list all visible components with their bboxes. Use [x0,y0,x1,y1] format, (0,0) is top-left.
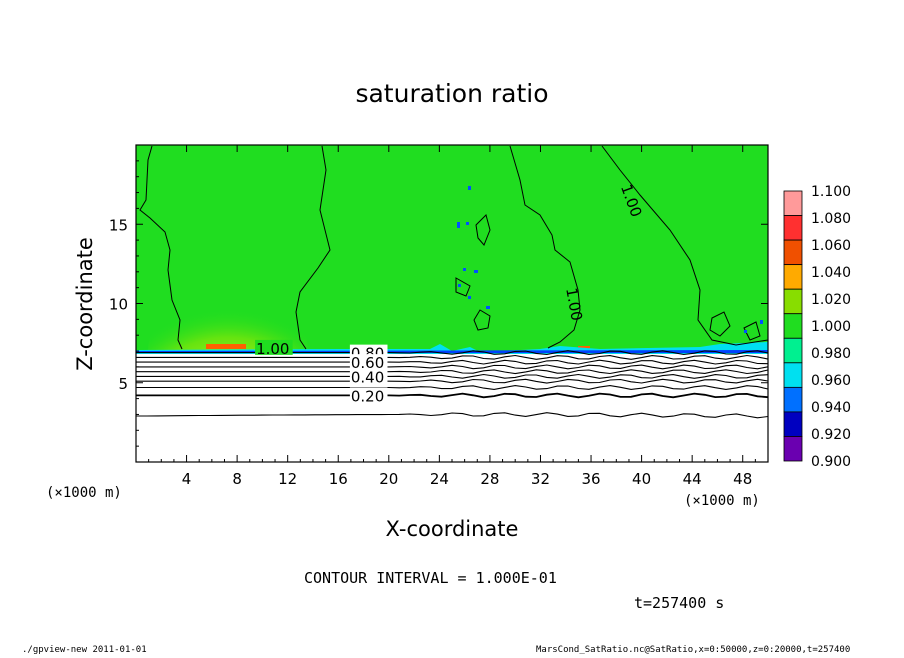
contour-island-4 [709,311,731,337]
contour-line [136,369,769,375]
colorbar-swatch [783,288,803,315]
x-tick-label: 44 [683,470,702,488]
contour-line [136,364,769,370]
y-tick-label: 5 [118,375,128,393]
colorbar-swatch [783,411,803,437]
colorbar-swatch [783,313,803,339]
colorbar-swatch [783,239,803,266]
footer-left: ./gpview-new 2011-01-01 [22,645,147,654]
x-tick-label: 28 [480,470,499,488]
footer-right: MarsCond_SatRatio.nc@SatRatio,x=0:50000,… [536,645,850,654]
x-unit-note-right: (×1000 m) [684,493,760,509]
contour-1p00-mid [295,145,331,350]
contour-1p00-far-right [601,145,769,346]
x-tick-label: 32 [531,470,550,488]
contour-island-2 [455,277,471,297]
contour-island-1 [475,214,491,246]
contour-label: 0.60 [351,354,384,372]
colorbar-label: 0.940 [811,400,851,416]
colorbar-swatch [783,386,803,413]
colorbar-label: 0.900 [811,454,851,470]
plot-area [135,144,769,463]
colorbar-label: 1.100 [811,184,851,200]
x-axis: 4 8 12 16 20 24 28 32 36 40 44 48 [148,145,756,488]
contour-label: 1.00 [562,286,586,322]
contour-line [136,378,769,384]
colorbar-swatch [783,264,803,290]
colorbar-label: 0.980 [811,346,851,362]
x-tick-label: 24 [430,470,449,488]
colorbar: 1.100 1.080 1.060 1.040 1.020 1.000 0.980 0.960… [783,184,851,470]
colorbar-label: 1.020 [811,292,851,308]
x-tick-label: 40 [632,470,651,488]
contour-line [136,385,769,390]
lower-contour-lines [136,350,769,419]
colorbar-label: 0.960 [811,373,851,389]
contour-label-bg [255,339,293,355]
colorbar-label: 0.920 [811,427,851,443]
contour-line [136,412,769,419]
colorbar-label: 1.040 [811,265,851,281]
blue-specks [457,186,763,333]
colorbar-swatch [783,362,803,388]
x-tick-label: 4 [182,470,192,488]
contour-label: 1.00 [256,340,289,358]
colorbar-swatch [783,337,803,364]
x-tick-label: 8 [232,470,242,488]
contour-line [136,373,769,379]
contour-1p00-right-upper [509,145,581,349]
contour-line [136,354,769,360]
y-tick-label: 10 [109,296,128,314]
contour-1p00-left [139,145,183,350]
x-tick-label: 48 [733,470,752,488]
y-axis-label: Z-coordinate [73,237,97,371]
colorbar-label: 1.080 [811,211,851,227]
y-tick-label: 15 [109,216,128,234]
x-tick-label: 16 [329,470,348,488]
contour-labels: 1.00 0.800.600.400.201.001.00 [255,182,645,405]
contour-label: 0.20 [351,387,384,405]
contour-line [136,392,769,399]
y-axis: 5 10 15 [109,160,768,447]
colorbar-swatch [783,190,803,216]
contour-line [136,359,769,365]
x-tick-label: 20 [379,470,398,488]
contour-island-3 [473,309,491,331]
upper-contour-lines [139,145,769,350]
time-label: t=257400 s [634,594,724,612]
x-tick-label: 36 [581,470,600,488]
contour-label-bg [349,387,388,403]
contour-label: 0.40 [351,368,384,386]
contour-label-bg [349,368,388,384]
colorbar-label: 1.000 [811,319,851,335]
colorbar-label: 1.060 [811,238,851,254]
x-tick-label: 12 [278,470,297,488]
x-unit-note-left: (×1000 m) [46,485,122,501]
x-axis-label: X-coordinate [386,517,519,541]
contour-island-5 [743,321,761,341]
contour-line [136,350,769,356]
contour-label-bg [349,354,388,370]
supersaturation-peak-left [206,344,246,349]
contour-interval-text: CONTOUR INTERVAL = 1.000E-01 [304,569,557,587]
colorbar-swatch [783,215,803,241]
colorbar-swatch [783,436,803,462]
chart-title: saturation ratio [355,79,548,108]
